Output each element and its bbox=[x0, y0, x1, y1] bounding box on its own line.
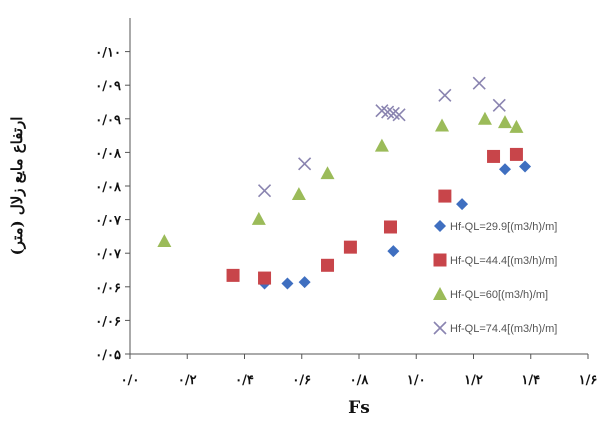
data-point-triangle bbox=[157, 234, 172, 248]
data-point-diamond bbox=[456, 198, 469, 211]
x-tick-label: ۱/۴ bbox=[521, 373, 540, 388]
data-point-x bbox=[472, 76, 486, 90]
data-point-square bbox=[487, 149, 501, 163]
data-point-diamond bbox=[519, 160, 532, 173]
x-tick-label: ۰/۸ bbox=[350, 373, 370, 388]
x-tick-label: ۰/۶ bbox=[292, 373, 311, 388]
data-point-x bbox=[257, 184, 272, 198]
legend-marker-triangle bbox=[433, 287, 447, 300]
data-point-diamond bbox=[498, 163, 511, 176]
data-point-triangle bbox=[320, 166, 335, 180]
legend-marker-diamond bbox=[434, 220, 446, 232]
legend-label: Hf-QL=74.4[(m3/h)/m] bbox=[450, 323, 557, 335]
y-tick-label: ۰/۰۶ bbox=[95, 281, 121, 296]
data-point-square bbox=[383, 220, 397, 234]
x-tick-label: ۱/۶ bbox=[579, 373, 598, 388]
tick-marks bbox=[125, 51, 589, 359]
data-point-x bbox=[392, 108, 406, 122]
data-point-square bbox=[258, 271, 272, 285]
data-point-diamond bbox=[298, 276, 311, 289]
y-tick-label: ۰/۰۸ bbox=[95, 180, 122, 195]
y-tick-label: ۰/۱۰ bbox=[95, 46, 121, 61]
data-point-square bbox=[226, 268, 240, 282]
legend-label: Hf-QL=60[(m3/h)/m] bbox=[450, 289, 548, 301]
data-point-square bbox=[509, 147, 523, 161]
y-tick-label: ۰/۰۵ bbox=[95, 348, 121, 363]
x-tick-label: ۱/۲ bbox=[464, 373, 483, 388]
x-tick-label: ۰/۲ bbox=[178, 373, 197, 388]
y-tick-label: ۰/۰۷ bbox=[95, 214, 122, 229]
x-tick-label: ۰/۰ bbox=[121, 373, 140, 388]
x-tick-label: ۱/۰ bbox=[407, 373, 426, 388]
data-point-triangle bbox=[291, 187, 306, 201]
data-point-triangle bbox=[374, 138, 389, 152]
legend: Hf-QL=29.9[(m3/h)/m] Hf-QL=44.4[(m3/h)/m]… bbox=[433, 220, 557, 335]
data-points bbox=[157, 76, 532, 290]
legend-marker-x bbox=[433, 321, 447, 335]
y-tick-label: ۰/۰۹ bbox=[95, 113, 121, 128]
data-point-triangle bbox=[435, 118, 450, 132]
axes bbox=[129, 18, 588, 355]
y-tick-label: ۰/۰۹ bbox=[95, 79, 121, 94]
data-point-x bbox=[298, 157, 312, 171]
y-tick-label: ۰/۰۶ bbox=[95, 314, 121, 329]
legend-marker-square bbox=[433, 253, 447, 267]
x-axis-title: Fs bbox=[348, 398, 370, 418]
data-point-square bbox=[321, 258, 335, 272]
data-point-square bbox=[343, 240, 357, 254]
data-point-diamond bbox=[387, 245, 400, 258]
legend-label: Hf-QL=44.4[(m3/h)/m] bbox=[450, 255, 557, 267]
tick-labels: ۰/۰۵ ۰/۰۶ ۰/۰۶ ۰/۰۷ ۰/۰۷ ۰/۰۸ ۰/۰۸ ۰/۰۹ ۰/۰۹ ۰/۱۰… bbox=[95, 46, 597, 388]
data-point-triangle bbox=[509, 119, 524, 133]
legend-label: Hf-QL=29.9[(m3/h)/m] bbox=[450, 221, 557, 233]
y-axis-title: ارتفاع مایع زلال (متر) bbox=[8, 117, 26, 256]
x-tick-label: ۰/۴ bbox=[235, 373, 254, 388]
data-point-x bbox=[438, 88, 452, 102]
data-point-square bbox=[438, 189, 452, 203]
y-tick-label: ۰/۰۷ bbox=[95, 247, 122, 262]
data-point-triangle bbox=[477, 111, 492, 125]
data-point-triangle bbox=[497, 115, 512, 129]
y-tick-label: ۰/۰۸ bbox=[95, 146, 122, 161]
data-point-diamond bbox=[281, 277, 294, 290]
data-point-x bbox=[492, 98, 506, 112]
data-point-triangle bbox=[251, 211, 266, 225]
